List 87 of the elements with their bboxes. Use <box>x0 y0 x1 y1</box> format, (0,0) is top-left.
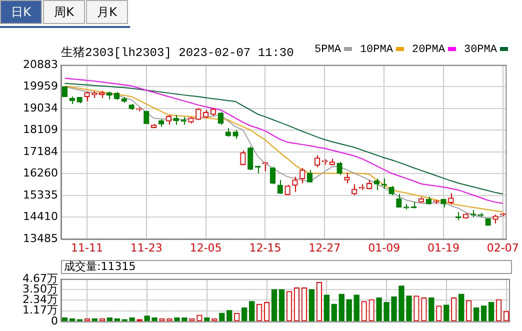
candlestick <box>300 168 306 184</box>
chart-title: 成交量:11315 <box>61 260 512 274</box>
candlestick <box>388 185 394 196</box>
candlestick <box>492 214 498 224</box>
bar <box>354 294 360 322</box>
candlestick <box>203 109 209 118</box>
y-tick-label: 3.50万 <box>22 282 58 296</box>
candlestick <box>225 128 231 138</box>
candlestick <box>136 107 142 112</box>
bar <box>428 297 434 322</box>
candlestick <box>128 103 134 110</box>
bar <box>278 289 285 322</box>
bar <box>331 304 337 322</box>
y-tick-label: 13485 <box>23 232 58 245</box>
x-tick-label: 02-07 <box>486 241 519 254</box>
bar <box>338 294 344 322</box>
candlestick <box>440 199 446 208</box>
candlestick <box>329 158 335 165</box>
bar <box>106 317 112 322</box>
x-tick-label: 11-11 <box>71 241 103 254</box>
bar <box>62 317 68 322</box>
y-tick-label: 2.34万 <box>22 293 58 306</box>
candlestick <box>248 146 254 170</box>
candlestick <box>76 96 82 104</box>
legend-label: 20PMA <box>412 44 446 56</box>
x-tick-label: 01-19 <box>428 241 460 254</box>
candlestick <box>173 114 179 126</box>
y-tick-label: 1.17万 <box>22 304 58 317</box>
candlestick <box>396 193 402 208</box>
text: 日K <box>0 0 42 24</box>
bar <box>346 299 352 322</box>
legend-label: 10PMA <box>360 44 394 56</box>
bar <box>488 302 494 322</box>
x-tick-label: 11-23 <box>130 241 162 254</box>
y-tick-label: 17184 <box>23 144 58 158</box>
bar <box>242 307 248 322</box>
candlestick <box>366 180 372 189</box>
bar <box>308 289 315 322</box>
candlestick <box>462 212 469 218</box>
bar <box>129 317 135 322</box>
bar <box>226 310 232 322</box>
candlestick <box>92 90 98 98</box>
candlestick <box>352 184 358 196</box>
legend-label: 30PMA <box>464 44 498 56</box>
candlestick <box>292 176 298 192</box>
chart-title: 生猪2303[lh2303] 2023-02-07 11:30 <box>61 45 294 61</box>
y-tick-label: 16260 <box>23 166 58 180</box>
y-tick-label: 19034 <box>23 101 58 114</box>
candlestick <box>336 161 342 176</box>
legend-label: 5PMA <box>314 44 342 56</box>
bar <box>480 306 487 322</box>
candlestick <box>314 154 320 168</box>
bar <box>219 312 225 322</box>
y-tick-label: 19959 <box>23 80 58 93</box>
candlestick <box>470 210 476 218</box>
bar <box>444 304 450 322</box>
candlestick <box>426 196 432 204</box>
x-tick-label: 01-09 <box>368 241 400 254</box>
y-tick-label: 0 <box>51 314 58 328</box>
candlestick <box>188 116 194 124</box>
bar <box>204 317 210 322</box>
y-tick-label: 20883 <box>23 58 58 71</box>
text: 月K <box>86 0 128 24</box>
candlestick <box>277 180 283 194</box>
candlestick <box>232 129 238 140</box>
candlestick <box>374 178 380 190</box>
candlestick <box>448 192 454 206</box>
y-tick-label: 14410 <box>23 210 58 224</box>
candlestick <box>84 92 90 102</box>
candlestick <box>210 107 216 116</box>
y-tick-label: 4.67万 <box>22 272 58 285</box>
text: 周K <box>43 0 85 24</box>
y-tick-label: 15335 <box>23 188 58 202</box>
candlestick <box>166 114 172 126</box>
bar <box>324 294 330 322</box>
x-tick-label: 12-05 <box>190 241 222 254</box>
bar <box>271 289 278 322</box>
x-tick-label: 12-27 <box>308 241 341 254</box>
bar <box>458 294 464 322</box>
bar <box>248 301 255 322</box>
candlestick <box>151 123 157 128</box>
candlestick <box>344 172 350 184</box>
x-tick-label: 12-15 <box>249 241 282 254</box>
candlestick <box>144 110 150 124</box>
y-tick-label: 18109 <box>23 123 58 136</box>
candlestick <box>240 150 246 165</box>
bar <box>473 307 480 322</box>
